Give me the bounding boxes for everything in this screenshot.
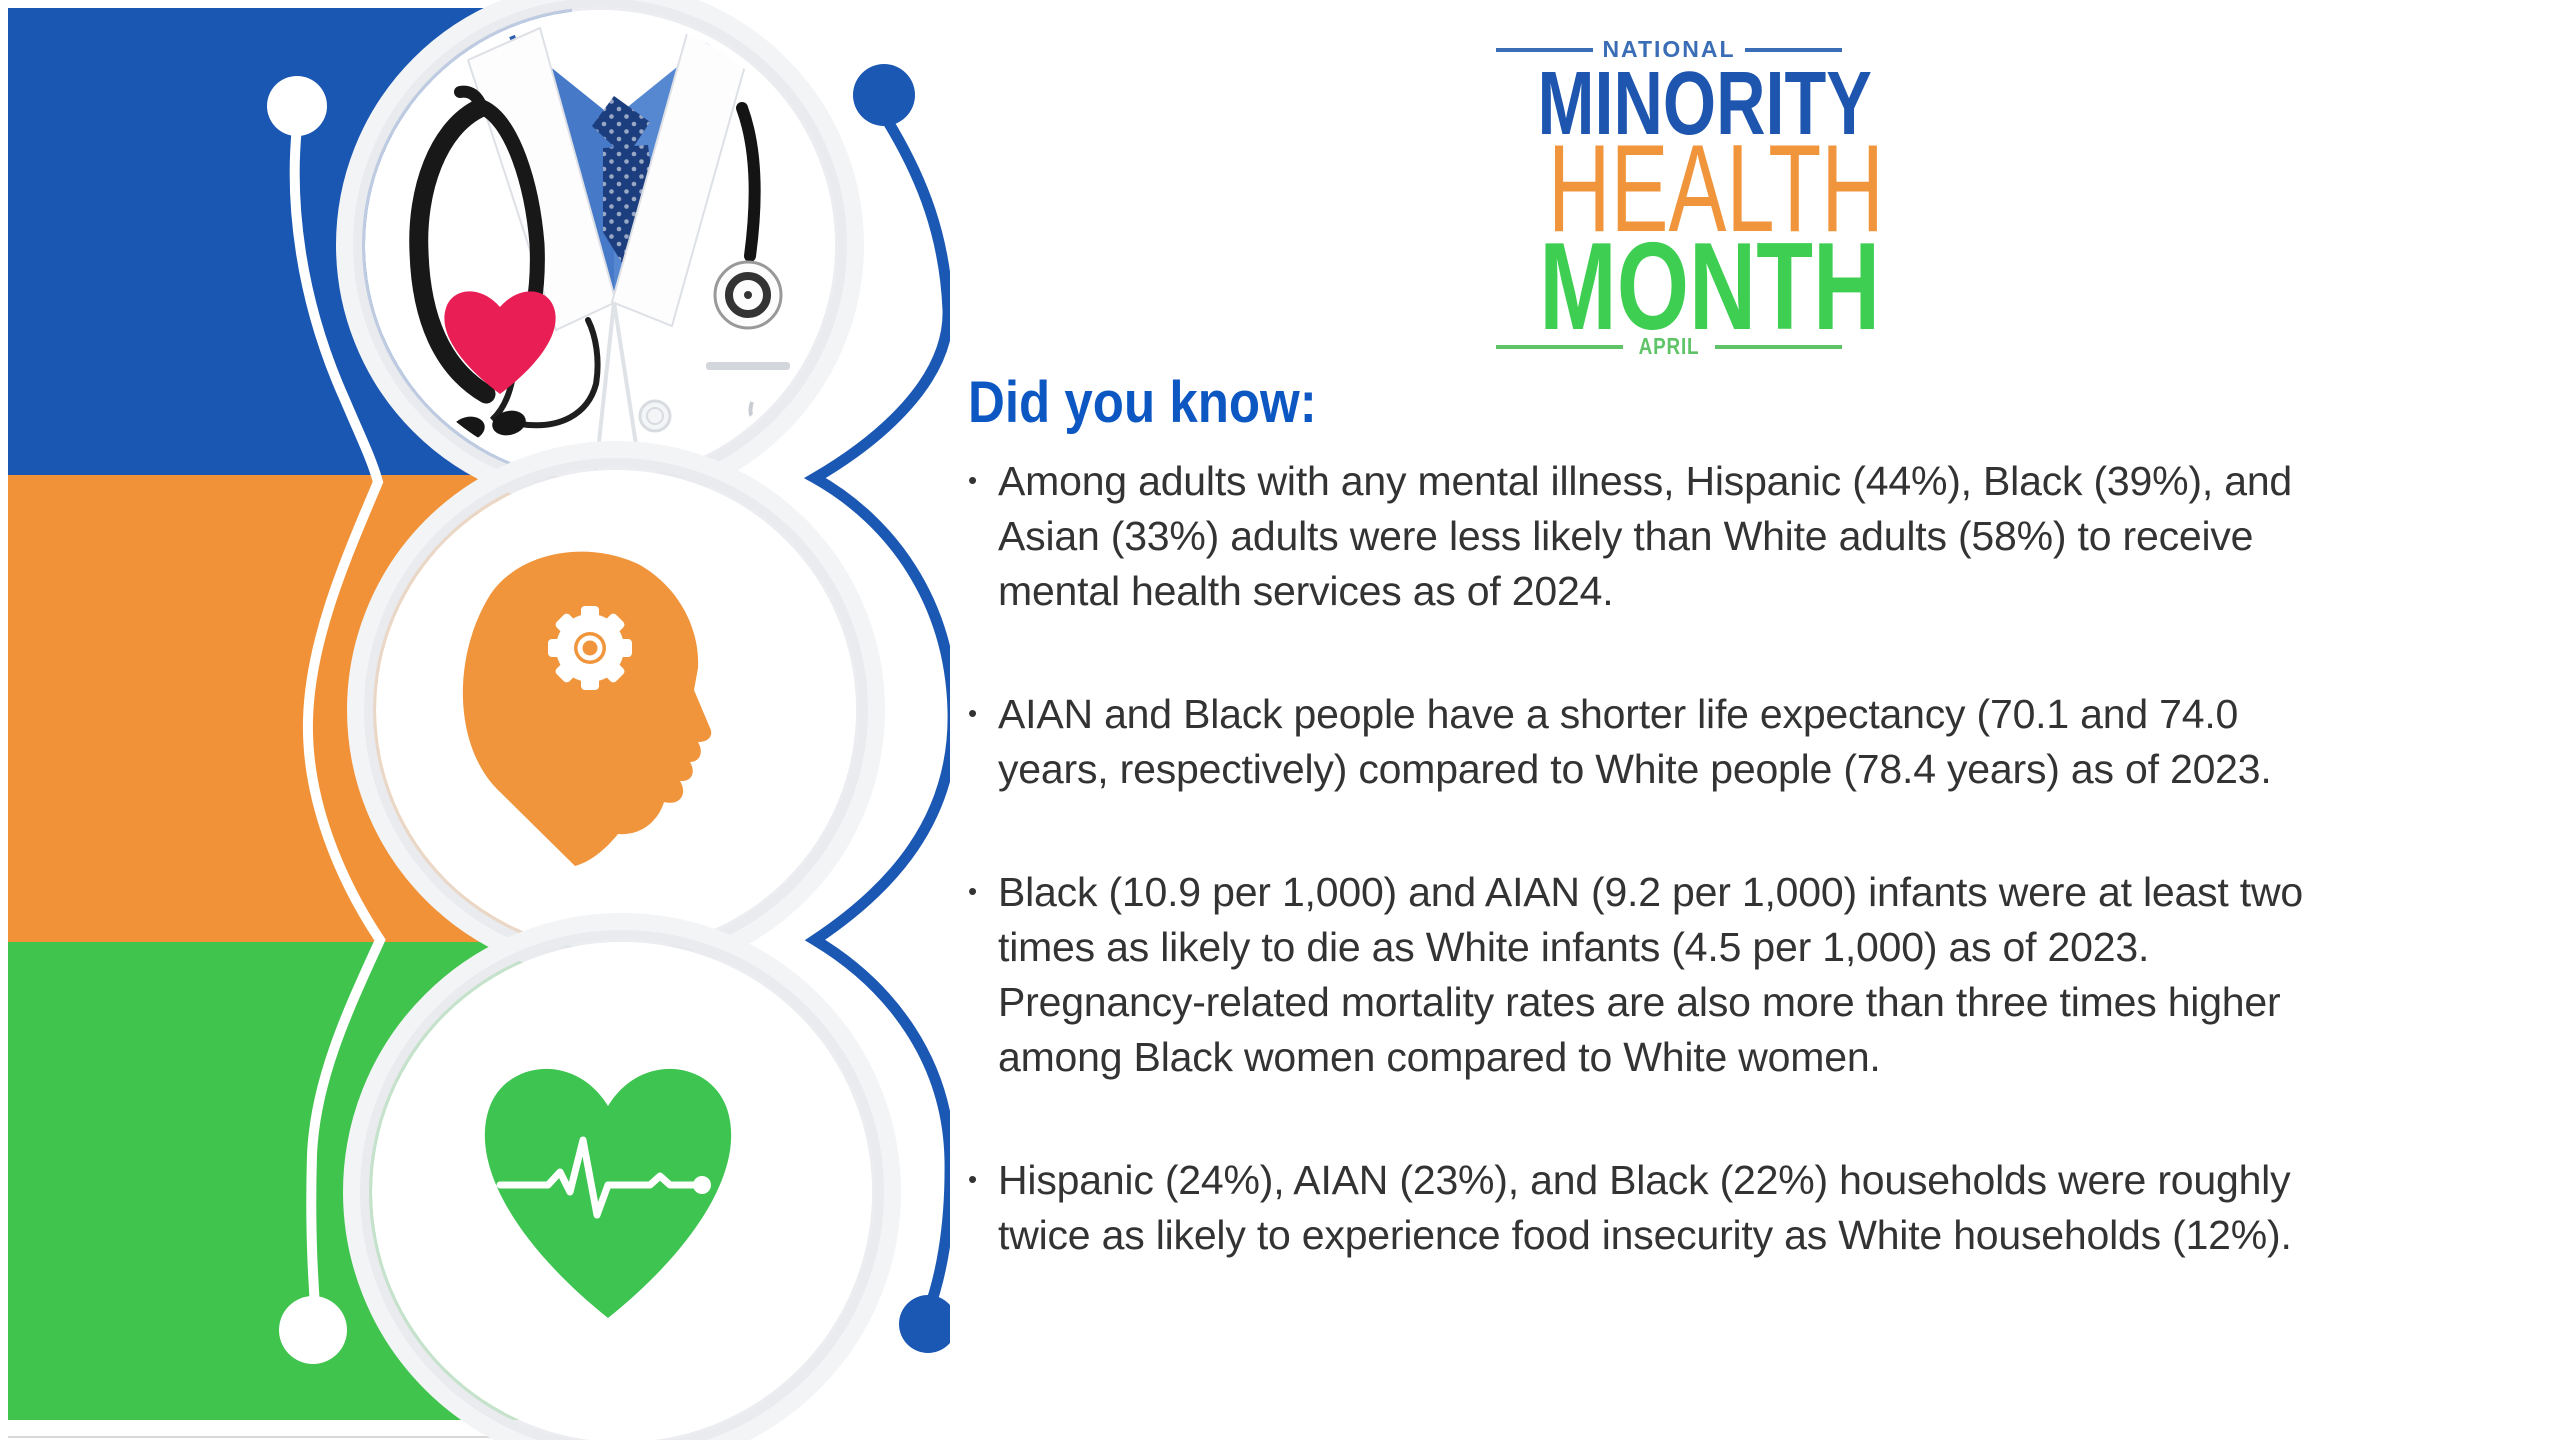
fact-line: Among adults with any mental illness, Hi… bbox=[998, 458, 2293, 504]
logo-rule-left-green bbox=[1496, 344, 1623, 349]
heart-ekg-icon bbox=[484, 1068, 732, 1318]
fact-line: times as likely to die as White infants … bbox=[998, 924, 2150, 970]
ekg-line bbox=[496, 1136, 711, 1219]
fact-line: Black (10.9 per 1,000) and AIAN (9.2 per… bbox=[998, 869, 2303, 915]
fact-line: mental health services as of 2024. bbox=[998, 568, 1614, 614]
doctor-coat-stethoscope-icon bbox=[409, 26, 790, 471]
white-dot-bottom bbox=[279, 1296, 347, 1364]
white-connector-path bbox=[289, 113, 386, 1323]
image-bottom-edge bbox=[8, 1436, 558, 1438]
bullet-point: • bbox=[968, 698, 978, 728]
fact-mental-health-services: • Among adults with any mental illness, … bbox=[966, 454, 2466, 619]
blue-connector-path bbox=[803, 106, 950, 1318]
logo-rule-left-blue bbox=[1496, 47, 1594, 52]
earbud-right bbox=[492, 410, 526, 436]
gear-icon bbox=[548, 606, 632, 690]
fact-line: years, respectively) compared to White p… bbox=[998, 746, 2272, 792]
bullet-point: • bbox=[968, 465, 978, 495]
did-you-know-heading: Did you know: bbox=[968, 370, 1317, 435]
coat-pocket bbox=[706, 362, 790, 370]
bullet-point: • bbox=[968, 1164, 978, 1194]
stethoscope-diaphragm-icon bbox=[713, 260, 783, 330]
minority-health-month-logo: NATIONAL MINORITY HEALTH MONTH APRIL bbox=[1496, 25, 1884, 365]
fact-line: twice as likely to experience food insec… bbox=[998, 1212, 2292, 1258]
red-heart-icon bbox=[444, 291, 556, 394]
logo-rule-right-green bbox=[1715, 344, 1842, 349]
health-awareness-illustration bbox=[8, 0, 950, 1440]
bullet-point: • bbox=[968, 876, 978, 906]
doctor-circle bbox=[336, 0, 864, 509]
logo-national-row: NATIONAL bbox=[1496, 38, 1842, 61]
fact-line: Asian (33%) adults were less likely than… bbox=[998, 513, 2254, 559]
connector-line-left bbox=[267, 76, 386, 1364]
fact-life-expectancy: • AIAN and Black people have a shorter l… bbox=[966, 687, 2466, 797]
fact-line: among Black women compared to White wome… bbox=[998, 1034, 1881, 1080]
white-dot-top bbox=[267, 76, 327, 136]
logo-national: NATIONAL bbox=[1602, 36, 1736, 62]
fact-food-insecurity: • Hispanic (24%), AIAN (23%), and Black … bbox=[966, 1153, 2466, 1263]
fact-line: AIAN and Black people have a shorter lif… bbox=[998, 691, 2239, 737]
blue-dot-top bbox=[853, 64, 915, 126]
coat-button bbox=[638, 399, 672, 433]
heart-circle bbox=[343, 913, 901, 1440]
fact-line: Hispanic (24%), AIAN (23%), and Black (2… bbox=[998, 1157, 2291, 1203]
fact-infant-mortality: • Black (10.9 per 1,000) and AIAN (9.2 p… bbox=[966, 865, 2466, 1085]
connector-line-right bbox=[803, 64, 950, 1353]
logo-rule-right-blue bbox=[1744, 47, 1842, 52]
mental-health-circle bbox=[347, 441, 885, 979]
head-gear-icon bbox=[462, 551, 712, 866]
logo-month: MONTH bbox=[1539, 218, 1881, 356]
facts-list: • Among adults with any mental illness, … bbox=[966, 454, 2466, 1263]
fact-line: Pregnancy-related mortality rates are al… bbox=[998, 979, 2281, 1025]
head-silhouette bbox=[462, 551, 712, 866]
blue-dot-bottom bbox=[899, 1295, 950, 1353]
logo-april-row: APRIL bbox=[1496, 335, 1842, 358]
logo-april: APRIL bbox=[1638, 333, 1700, 359]
